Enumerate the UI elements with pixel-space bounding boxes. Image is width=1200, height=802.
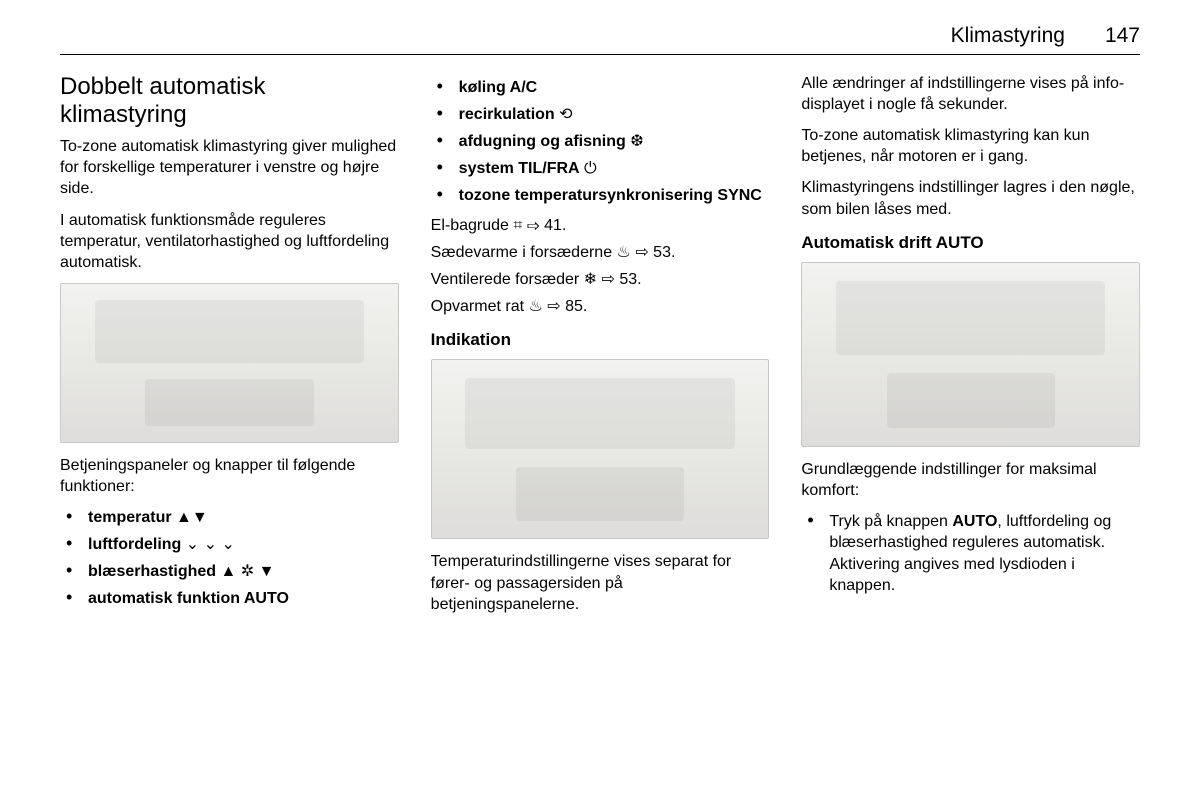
header-page-number: 147 [1105,24,1140,48]
page-header: Klimastyring 147 [60,24,1140,55]
list-item: temperatur ▲▼ [60,507,399,528]
controls-list-2: køling A/C recirkulation ⟲ afdugning og … [431,77,770,207]
control-label: recirkulation [459,106,555,123]
figure-climate-panel-1 [60,283,399,443]
cross-reference: Opvarmet rat ♨ ⇨ 85. [431,296,770,317]
header-section-title: Klimastyring [951,24,1065,48]
paragraph: Alle ændringer af indstillingerne vises … [801,73,1140,115]
column-1: Dobbelt automatisk klimastyring To-zone … [60,73,399,625]
paragraph: Grundlæggende indstillinger for maksimal… [801,459,1140,501]
control-label: temperatur [88,509,172,526]
defrost-icon: ❆ [630,133,643,150]
control-label: system TIL/FRA [459,160,580,177]
control-symbol: ⌄ ⌄ ⌄ [186,536,235,553]
control-symbol: ▲ ✲ ▼ [220,563,274,580]
recirculation-icon: ⟲ [559,106,572,123]
control-label: luftfordeling [88,536,181,553]
heading-auto-mode: Automatisk drift AUTO [801,232,1140,254]
control-label: automatisk funktion AUTO [88,590,289,607]
heading-main: Dobbelt automatisk klimastyring [60,73,399,128]
control-symbol: ▲▼ [176,509,208,526]
figure-climate-panel-3 [801,262,1140,447]
list-item: recirkulation ⟲ [431,104,770,125]
bullet-text-pre: Tryk på knappen [829,513,952,530]
column-3: Alle ændringer af indstillingerne vises … [801,73,1140,625]
cross-reference: Ventilerede forsæder ❄ ⇨ 53. [431,269,770,290]
auto-mode-list: Tryk på knappen AUTO, luftfordeling og b… [801,511,1140,595]
paragraph: To-zone automatisk klimastyring giver mu… [60,136,399,199]
list-item: system TIL/FRA ⏻ [431,158,770,179]
column-2: køling A/C recirkulation ⟲ afdugning og … [431,73,770,625]
paragraph: To-zone automatisk klimastyring kan kun … [801,125,1140,167]
paragraph: Temperaturindstillingerne vises separat … [431,551,770,614]
cross-reference: El-bagrude ⌗ ⇨ 41. [431,215,770,236]
cross-reference: Sædevarme i forsæderne ♨ ⇨ 53. [431,242,770,263]
paragraph: Klimastyringens indstillinger lagres i d… [801,177,1140,219]
bullet-text-bold: AUTO [952,513,997,530]
paragraph: I automatisk funktionsmåde reguleres tem… [60,210,399,273]
control-label: blæserhastighed [88,563,216,580]
power-icon: ⏻ [584,160,597,177]
control-label: tozone temperatursynkronisering SYNC [459,187,762,204]
list-item: automatisk funktion AUTO [60,588,399,609]
list-item: Tryk på knappen AUTO, luftfordeling og b… [801,511,1140,595]
list-item: afdugning og afisning ❆ [431,131,770,152]
figure-climate-panel-2 [431,359,770,539]
control-label: køling A/C [459,79,538,96]
controls-list-1: temperatur ▲▼ luftfordeling ⌄ ⌄ ⌄ blæser… [60,507,399,609]
list-item: luftfordeling ⌄ ⌄ ⌄ [60,534,399,555]
content-columns: Dobbelt automatisk klimastyring To-zone … [60,73,1140,625]
list-item: blæserhastighed ▲ ✲ ▼ [60,561,399,582]
control-label: afdugning og afisning [459,133,626,150]
heading-indication: Indikation [431,329,770,351]
list-item: køling A/C [431,77,770,98]
list-item: tozone temperatursynkronisering SYNC [431,185,770,206]
paragraph: Betjeningspaneler og knapper til følgend… [60,455,399,497]
